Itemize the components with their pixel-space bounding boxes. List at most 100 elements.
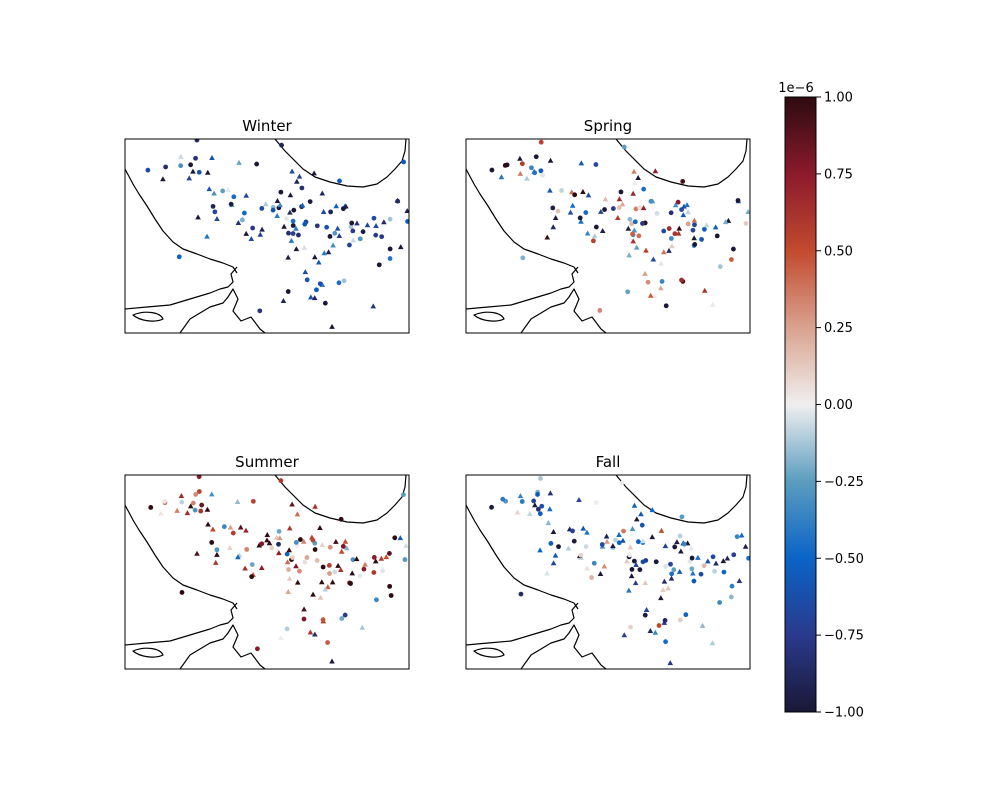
circle-point (639, 522, 645, 528)
circle-point (666, 226, 672, 231)
triangle-point (329, 323, 335, 329)
circle-point (220, 188, 226, 194)
circle-point (616, 540, 622, 546)
triangle-point (691, 217, 698, 223)
triangle-point (526, 510, 533, 516)
circle-point (714, 233, 720, 239)
triangle-point (186, 175, 192, 181)
circle-point (342, 612, 348, 618)
circle-point (621, 528, 626, 534)
circle-point (699, 237, 704, 242)
triangle-point (632, 580, 639, 586)
triangle-point (205, 521, 211, 527)
triangle-point (373, 222, 379, 228)
circle-point (663, 303, 669, 309)
triangle-point (234, 499, 241, 505)
triangle-point (642, 580, 649, 586)
triangle-point (301, 606, 307, 612)
panel-points-winter (145, 139, 409, 329)
triangle-point (330, 242, 336, 248)
triangle-point (342, 538, 349, 544)
coastline (125, 139, 407, 333)
triangle-point (214, 215, 220, 221)
triangle-point (547, 187, 553, 193)
panel-frame-summer (124, 474, 410, 670)
triangle-point (674, 539, 680, 545)
circle-point (387, 583, 393, 589)
circle-point (244, 547, 250, 552)
triangle-point (638, 511, 644, 517)
triangle-point (517, 493, 524, 499)
triangle-point (652, 629, 659, 635)
circle-point (337, 178, 342, 184)
circle-point (327, 544, 333, 550)
triangle-point (397, 244, 404, 250)
circle-point (701, 563, 707, 569)
circle-point (379, 234, 385, 240)
circle-point (269, 545, 275, 551)
circle-point (631, 558, 637, 564)
circle-point (230, 530, 236, 536)
triangle-point (212, 559, 219, 565)
circle-point (361, 566, 367, 572)
circle-point (618, 189, 624, 195)
triangle-point (642, 270, 648, 276)
triangle-point (550, 529, 557, 535)
circle-point (371, 570, 377, 575)
circle-point (304, 555, 310, 560)
circle-point (349, 220, 355, 226)
triangle-point (227, 544, 233, 550)
circle-point (255, 646, 260, 652)
triangle-point (287, 192, 294, 198)
circle-point (636, 233, 642, 239)
triangle-point (404, 208, 409, 214)
circle-point (239, 217, 245, 223)
circle-point (328, 209, 334, 215)
triangle-point (672, 202, 679, 208)
triangle-point (742, 543, 749, 549)
circle-point (210, 203, 216, 209)
circle-point (290, 231, 296, 236)
circle-point (290, 218, 296, 224)
triangle-point (318, 579, 325, 585)
triangle-point (178, 493, 185, 499)
triangle-point (709, 640, 716, 646)
circle-point (332, 569, 338, 575)
circle-point (519, 499, 525, 504)
circle-point (702, 226, 707, 232)
circle-point (178, 163, 184, 169)
circle-point (661, 228, 667, 234)
circle-point (276, 541, 281, 547)
circle-point (520, 255, 526, 261)
triangle-point (643, 606, 650, 612)
triangle-point (630, 190, 636, 196)
circle-point (729, 583, 735, 589)
triangle-point (690, 570, 696, 576)
circle-point (679, 277, 684, 283)
triangle-point (370, 303, 377, 309)
circle-point (690, 227, 696, 233)
triangle-point (372, 558, 379, 564)
triangle-point (631, 168, 637, 174)
triangle-point (336, 232, 343, 238)
circle-point (199, 502, 205, 508)
triangle-point (602, 196, 609, 202)
triangle-point (701, 287, 708, 293)
circle-point (668, 236, 674, 241)
circle-point (677, 617, 683, 623)
triangle-point (274, 198, 281, 204)
circle-point (591, 560, 597, 566)
triangle-point (317, 525, 323, 531)
triangle-point (286, 547, 292, 553)
triangle-point (710, 301, 716, 307)
triangle-point (661, 578, 668, 584)
circle-point (387, 256, 393, 261)
triangle-point (178, 153, 184, 159)
triangle-point (650, 256, 657, 262)
colorbar-tick-label: 1.00 (824, 91, 853, 106)
colorbar-tick-label: −0.75 (824, 629, 864, 644)
circle-point (731, 552, 737, 558)
triangle-point (603, 533, 610, 539)
circle-point (654, 210, 660, 216)
colorbar-tick-label: 0.75 (824, 167, 853, 182)
